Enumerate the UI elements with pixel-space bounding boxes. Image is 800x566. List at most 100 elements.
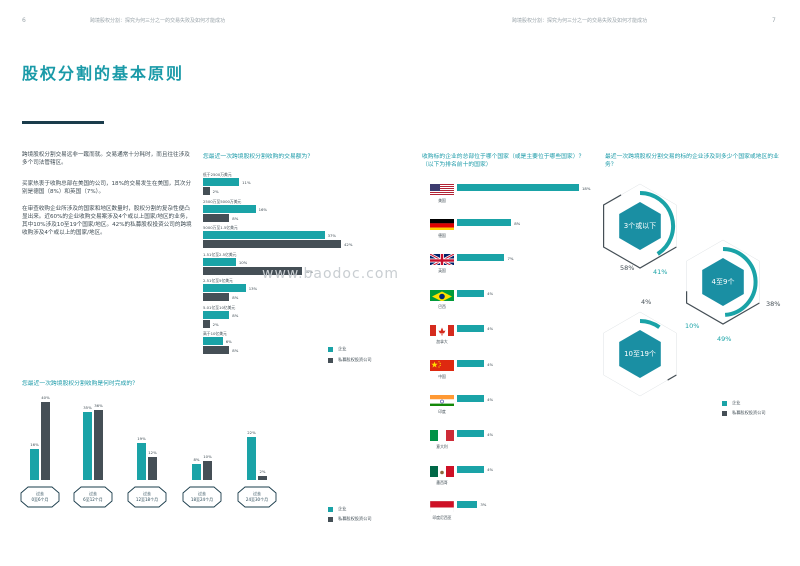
bar-pe [41, 402, 50, 480]
country-bar [457, 430, 485, 438]
hex-value-corp: 10% [685, 322, 700, 330]
page-number-right: 7 [772, 17, 776, 24]
uk-flag-icon [430, 252, 454, 266]
country-value: 4% [487, 431, 494, 437]
hex-ring-svg [603, 183, 760, 397]
legend-corp: 企业 [722, 400, 740, 406]
value-label-corp: 8% [232, 312, 239, 318]
id-flag-icon [430, 499, 454, 512]
value-label-pe: 8% [232, 295, 239, 300]
value-label-corp: 6% [225, 339, 232, 344]
country-value: 4% [487, 326, 494, 332]
duration-category-badge: 过去 18至24个月 [182, 486, 222, 508]
country-value: 3% [480, 502, 487, 508]
duration-category-badge: 过去 12至18个月 [127, 486, 167, 508]
value-label-pe: 30% [304, 268, 314, 274]
country-name: 印度 [438, 409, 446, 415]
value-label-corp: 8% [193, 457, 200, 463]
bar-corp [203, 310, 230, 319]
hex-label: 3个或以下 [623, 222, 657, 230]
country-value: 8% [514, 220, 521, 226]
bar-corp [203, 204, 256, 213]
value-label-corp: 22% [247, 430, 256, 436]
br-flag-icon [430, 288, 454, 301]
intro-paragraph: 在审查收购企业所涉及的国家和地区数量时，股权分割的复杂性便凸显出来。近60%的企… [22, 206, 192, 236]
value-label-pe: 2% [212, 189, 219, 194]
bar-pe [203, 346, 230, 354]
country-bar [457, 289, 485, 297]
countries-question: 收购标的企业的总部位于哪个国家（或是主要位于哪些国家）？（以下为排名前十的国家） [422, 154, 585, 168]
country-value: 4% [487, 396, 494, 402]
running-header-left: 跨境股权分割：探究为何三分之一的交易失败及如何才能成功 [90, 18, 226, 24]
hex-core [702, 258, 744, 306]
hex-value-pe: 4% [641, 298, 652, 306]
hex-core [619, 330, 661, 378]
deal-size-category: 高于10亿美元 [203, 331, 227, 336]
duration-category-label: 24至30个月 [245, 497, 269, 502]
bar-pe [203, 213, 230, 222]
value-label-pe: 2% [259, 469, 266, 475]
value-label-corp: 10% [238, 259, 248, 265]
country-name: 加拿大 [436, 338, 448, 344]
duration-category-label: 0至6个月 [31, 497, 49, 502]
value-label-pe: 42% [344, 242, 353, 247]
bar-corp [30, 448, 39, 480]
bar-pe [203, 187, 210, 195]
title-rule [22, 121, 104, 124]
page-title: 股权分割的基本原则 [22, 64, 185, 83]
value-label-pe: 36% [94, 402, 103, 408]
country-bar [457, 184, 579, 191]
bar-corp [203, 337, 223, 345]
bar-pe [203, 319, 210, 328]
country-name: 墨西哥 [436, 479, 448, 485]
duration-category-label: 过去 [89, 491, 97, 496]
country-bar [457, 324, 485, 332]
country-bar [457, 254, 505, 262]
value-label-corp: 19% [137, 435, 146, 441]
value-label-corp: 37% [327, 233, 337, 238]
cn-flag-icon [430, 358, 454, 371]
deal-size-category: 低于2500万美元 [203, 172, 232, 177]
country-bar [457, 465, 485, 473]
legend-pe: 私募股权投资公司 [328, 516, 372, 522]
value-label-corp: 35% [83, 404, 92, 410]
country-value: 7% [507, 255, 514, 261]
bar-pe [203, 240, 341, 248]
deal-size-category: 2.51亿至5亿美元 [203, 278, 233, 283]
legend-swatch-corp [328, 506, 333, 512]
legend-swatch-corp [328, 346, 333, 352]
hex-ring-pe [686, 239, 760, 325]
bar-pe [203, 293, 230, 301]
value-label-pe: 2% [212, 321, 219, 327]
hex-value-corp: 41% [653, 268, 668, 276]
deal-size-question: 您最近一次跨境股权分割收购的交易额为？ [203, 154, 314, 160]
de-flag-icon [430, 217, 454, 231]
value-label-pe: 12% [148, 449, 157, 455]
country-bar [457, 219, 512, 227]
country-name: 德国 [438, 233, 446, 239]
bar-pe [258, 476, 267, 480]
bar-corp [203, 178, 240, 186]
country-name: 中国 [438, 374, 446, 379]
left-page: 6 跨境股权分割：探究为何三分之一的交易失败及如何才能成功 股权分割的基本原则 … [20, 17, 372, 522]
country-name: 意大利 [436, 444, 448, 450]
hex-ring-corp [639, 190, 676, 256]
intro-paragraph: 买家热衷于收购总部在美国的公司，18%的交易发生在美国，其次分别是德国（8%）和… [22, 181, 192, 195]
page-number-left: 6 [22, 17, 26, 24]
hex-label: 10至19个 [624, 350, 656, 358]
legend-corp: 企业 [328, 346, 346, 352]
bar-corp [203, 284, 246, 292]
ca-flag-icon [430, 323, 454, 336]
bar-pe [203, 266, 302, 275]
country-name: 巴西 [438, 303, 446, 309]
hex-value-pe: 58% [620, 264, 635, 272]
value-label-corp: 16% [258, 206, 268, 212]
hex-core [619, 202, 661, 250]
value-label-pe: 8% [232, 348, 239, 353]
intro-paragraph: 跨境股权分割交易远非一蹴而就。交易通常十分耗时，而且往往涉及多个司法管辖区。 [22, 152, 190, 166]
legend-swatch-pe [722, 410, 727, 416]
country-value: 4% [487, 291, 494, 297]
hex-ring-pe [603, 183, 677, 269]
bar-pe [203, 460, 212, 480]
legend-swatch-pe [328, 357, 333, 363]
